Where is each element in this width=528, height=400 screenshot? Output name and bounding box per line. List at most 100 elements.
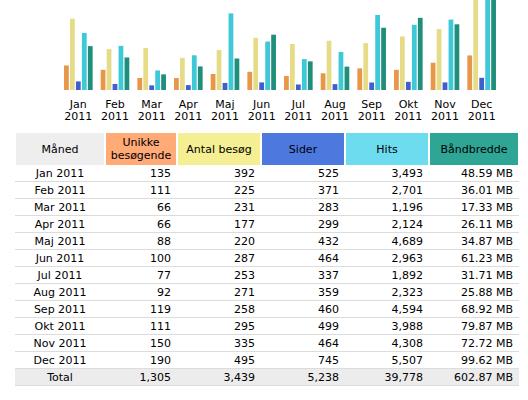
html-text:Maj 2011: Maj 2011 [34, 234, 86, 248]
svg-text:Okt: Okt [398, 97, 418, 111]
html-text:337: 337 [318, 268, 339, 282]
html-text:283: 283 [318, 200, 339, 214]
svg-text:Jul: Jul [291, 97, 305, 111]
svg-text:2011: 2011 [284, 110, 312, 123]
html-text:2,124: 2,124 [391, 217, 423, 231]
html-text:26.11 MB: 26.11 MB [461, 217, 513, 231]
html-text:Aug 2011: Aug 2011 [33, 285, 87, 299]
html-text:36.01 MB: 36.01 MB [461, 183, 513, 197]
html-text:Dec 2011: Dec 2011 [33, 353, 87, 367]
html-text:177: 177 [234, 217, 255, 231]
html-text:3,988: 3,988 [391, 319, 423, 333]
html-text:190: 190 [150, 353, 171, 367]
html-text:68.92 MB: 68.92 MB [461, 302, 513, 316]
html-text:460: 460 [318, 302, 339, 316]
svg-text:2011: 2011 [248, 110, 276, 123]
html-text:525: 525 [318, 166, 339, 180]
html-text:92: 92 [157, 285, 171, 299]
html-text:34.87 MB: 34.87 MB [461, 234, 513, 248]
html-text:4,308: 4,308 [391, 336, 423, 350]
svg-text:2011: 2011 [64, 110, 92, 123]
html-text:287: 287 [234, 251, 255, 265]
html-text:135: 135 [150, 166, 171, 180]
html-text:2,963: 2,963 [391, 251, 423, 265]
svg-text:2011: 2011 [211, 110, 239, 123]
html-text:150: 150 [150, 336, 171, 350]
html-text:61.23 MB: 61.23 MB [461, 251, 513, 265]
html-text:4,689: 4,689 [391, 234, 423, 248]
html-text:Mar 2011: Mar 2011 [33, 200, 87, 214]
html-text:359: 359 [318, 285, 339, 299]
html-text:66: 66 [157, 200, 171, 214]
html-text:295: 295 [234, 319, 255, 333]
svg-text:Sep: Sep [361, 97, 382, 111]
html-text:464: 464 [318, 251, 339, 265]
html-text:Unikke besøgende: Unikke besøgende [110, 136, 172, 162]
svg-text:2011: 2011 [394, 110, 422, 123]
html-text:79.87 MB: 79.87 MB [461, 319, 513, 333]
html-text:Nov 2011: Nov 2011 [33, 336, 87, 350]
svg-text:Maj: Maj [215, 97, 235, 111]
html-text:Jan 2011: Jan 2011 [35, 166, 85, 180]
html-text:4,594: 4,594 [391, 302, 423, 316]
svg-text:Aug: Aug [324, 97, 346, 111]
html-text:Måned: Måned [41, 142, 79, 156]
html-text:31.71 MB: 31.71 MB [461, 268, 513, 282]
html-text:2,323: 2,323 [391, 285, 423, 299]
html-text:72.72 MB: 72.72 MB [461, 336, 513, 350]
svg-text:2011: 2011 [138, 110, 166, 123]
html-text:3,493: 3,493 [391, 166, 423, 180]
html-text:48.59 MB: 48.59 MB [461, 166, 513, 180]
html-text:66: 66 [157, 217, 171, 231]
html-text:Jul 2011: Jul 2011 [37, 268, 83, 282]
html-text:2,701: 2,701 [391, 183, 423, 197]
svg-text:Mar: Mar [141, 97, 162, 111]
html-text:335: 335 [234, 336, 255, 350]
svg-text:Apr: Apr [178, 97, 198, 111]
html-text:Sep 2011: Sep 2011 [33, 302, 87, 316]
html-text:Hits: Hits [376, 142, 398, 156]
html-text:1,892: 1,892 [391, 268, 423, 282]
svg-text:2011: 2011 [431, 110, 459, 123]
html-text:745: 745 [318, 353, 339, 367]
html-text:495: 495 [234, 353, 255, 367]
svg-text:Jan: Jan [69, 97, 87, 111]
html-text:Feb 2011: Feb 2011 [34, 183, 86, 197]
html-text:111: 111 [150, 319, 171, 333]
html-text:Antal besøg: Antal besøg [186, 142, 252, 156]
svg-text:2011: 2011 [468, 110, 496, 123]
svg-text:Feb: Feb [105, 97, 125, 111]
html-text:220: 220 [234, 234, 255, 248]
html-text:231: 231 [234, 200, 255, 214]
svg-text:2011: 2011 [321, 110, 349, 123]
html-text:Okt 2011: Okt 2011 [34, 319, 86, 333]
html-text:Jun 2011: Jun 2011 [35, 251, 85, 265]
html-text:Båndbredde: Båndbredde [440, 142, 508, 156]
html-text:258: 258 [234, 302, 255, 316]
html-text:1,196: 1,196 [391, 200, 423, 214]
html-text:119: 119 [150, 302, 171, 316]
html-text:77: 77 [157, 268, 171, 282]
html-text:17.33 MB: 17.33 MB [461, 200, 513, 214]
svg-text:2011: 2011 [101, 110, 129, 123]
html-text:25.88 MB: 25.88 MB [461, 285, 513, 299]
html-text:253: 253 [234, 268, 255, 282]
html-text:464: 464 [318, 336, 339, 350]
html-text:111: 111 [150, 183, 171, 197]
html-text:100: 100 [150, 251, 171, 265]
svg-text:2011: 2011 [174, 110, 202, 123]
html-text:432: 432 [318, 234, 339, 248]
html-text:225: 225 [234, 183, 255, 197]
html-text:Sider: Sider [288, 142, 318, 156]
html-text:371: 371 [318, 183, 339, 197]
html-text:499: 499 [318, 319, 339, 333]
svg-text:2011: 2011 [358, 110, 386, 123]
html-text:88: 88 [157, 234, 171, 248]
svg-text:Dec: Dec [471, 97, 493, 111]
html-text:392: 392 [234, 166, 255, 180]
html-text:299: 299 [318, 217, 339, 231]
html-text:Apr 2011: Apr 2011 [34, 217, 86, 231]
html-text:271: 271 [234, 285, 255, 299]
svg-text:Nov: Nov [434, 97, 456, 111]
svg-text:Jun: Jun [253, 97, 271, 111]
